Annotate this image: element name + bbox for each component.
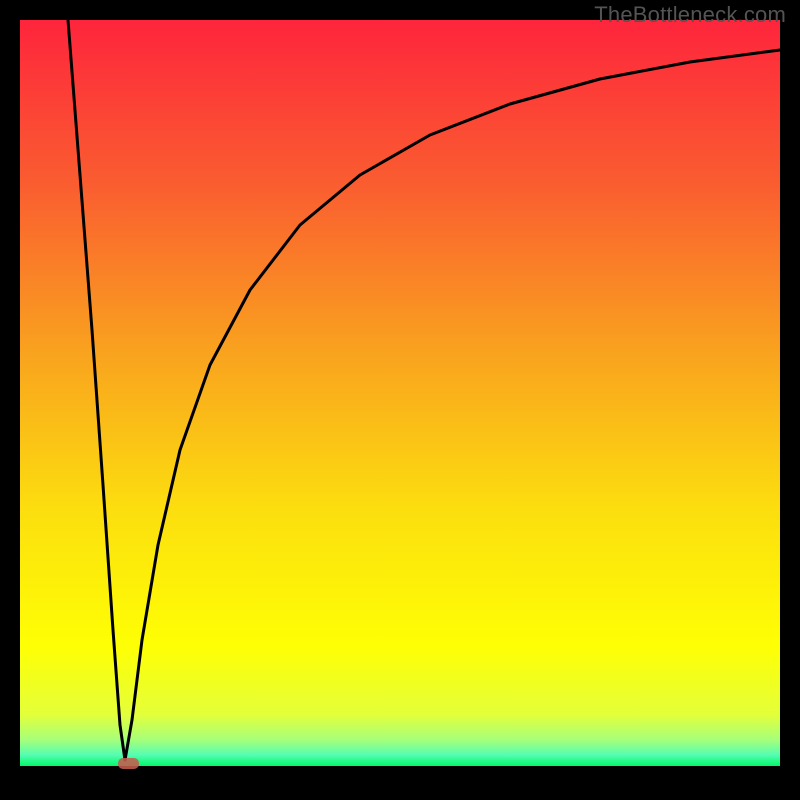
gradient-background [20,20,780,766]
watermark-text: TheBottleneck.com [594,2,786,28]
optimum-marker [118,758,139,769]
chart-container: TheBottleneck.com [0,0,800,800]
bottleneck-chart [0,0,800,800]
